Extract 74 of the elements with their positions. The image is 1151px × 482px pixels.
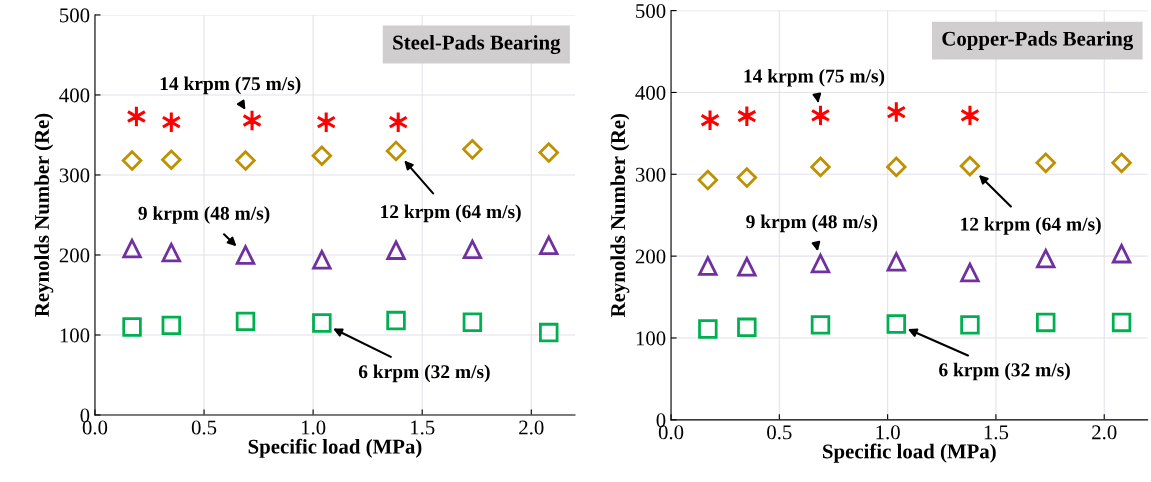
point (235, 150, 256, 171)
y-tick-label: 400 (635, 85, 666, 100)
y-tick-label: 100 (60, 328, 90, 343)
y-axis-title: Reynolds Number (Re) (34, 113, 54, 317)
point (810, 315, 831, 335)
x-tick-label: 1.5 (984, 425, 1009, 440)
point (886, 314, 907, 334)
annotation: 9 krpm (48 m/s) (138, 206, 270, 224)
point (697, 169, 719, 191)
point (312, 250, 332, 270)
annotation: 6 krpm (32 m/s) (939, 362, 1070, 381)
x-tick-label: 0.5 (767, 425, 792, 440)
point (161, 315, 182, 336)
point (312, 313, 332, 333)
text: Copper-Pads Bearing (942, 31, 1134, 51)
point (462, 239, 483, 260)
annotation: 14 krpm (75 m/s) (160, 76, 301, 95)
point (886, 252, 907, 272)
annotation: 9 krpm (48 m/s) (746, 214, 878, 233)
point (698, 319, 718, 339)
point (1036, 312, 1056, 333)
point (810, 156, 831, 178)
text: Steel-Pads Bearing (393, 34, 561, 54)
point (1111, 243, 1132, 264)
x-axis-title: Specific load (MPa) (823, 443, 996, 463)
x-axis-title: Specific load (MPa) (248, 438, 422, 458)
point (1035, 152, 1056, 174)
point (235, 245, 256, 265)
annotation: 12 krpm (64 m/s) (961, 217, 1101, 235)
point (810, 253, 831, 274)
point (121, 150, 143, 171)
point (386, 310, 406, 331)
x-tick-label: 1.5 (411, 420, 435, 435)
point (737, 257, 757, 277)
point (386, 240, 406, 260)
y-tick-label: 200 (635, 249, 666, 264)
y-tick-label: 400 (59, 88, 90, 103)
point (1111, 312, 1132, 333)
point (161, 149, 182, 170)
point (122, 238, 142, 259)
point (886, 156, 907, 178)
y-tick-label: 300 (635, 167, 666, 182)
point (385, 140, 407, 162)
x-tick-label: 1.0 (876, 425, 900, 440)
point (539, 322, 559, 343)
annotation: 12 krpm (64 m/s) (381, 204, 521, 223)
point (960, 262, 980, 283)
annotation: 6 krpm (32 m/s) (358, 364, 490, 383)
y-tick-label: 500 (60, 8, 90, 23)
x-tick-label: 2.0 (1092, 425, 1117, 440)
point (539, 235, 559, 256)
point (1036, 248, 1056, 269)
y-tick-label: 300 (59, 168, 90, 183)
point (1111, 152, 1132, 174)
point (959, 155, 981, 177)
point (311, 145, 333, 166)
x-tick-label: 0.5 (191, 420, 217, 435)
x-tick-label: 2.0 (519, 420, 544, 435)
y-tick-label: 200 (59, 248, 90, 263)
y-tick-label: 500 (636, 3, 666, 19)
point (462, 139, 483, 160)
point (462, 312, 483, 332)
point (235, 311, 256, 332)
point (538, 142, 559, 163)
point (122, 317, 142, 337)
annotation: 14 krpm (75 m/s) (744, 68, 885, 87)
y-tick-label: 100 (636, 331, 666, 346)
x-tick-label: 1.0 (301, 420, 326, 435)
point (737, 317, 757, 338)
point (161, 242, 182, 263)
point (736, 167, 758, 188)
point (698, 256, 718, 276)
point (960, 315, 980, 335)
y-axis-title: Reynolds Number (Re) (610, 113, 630, 318)
